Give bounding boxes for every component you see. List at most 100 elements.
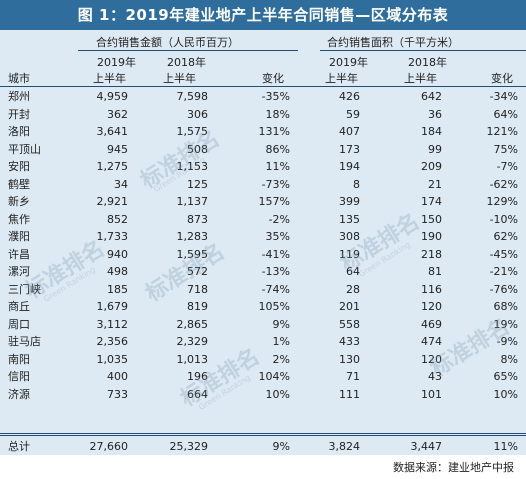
amount-change-cell: 105%: [258, 300, 290, 313]
amount-2018-cell: 2,865: [176, 317, 209, 331]
area-2018-cell: 43: [428, 370, 442, 383]
city-cell: 濮阳: [8, 230, 30, 243]
amount-change-header: 变化: [262, 72, 284, 85]
city-header: 城市: [8, 72, 30, 85]
area-2018-cell: 101: [421, 387, 442, 401]
amount-2019-cell: 2,921: [96, 195, 129, 208]
area-change-cell: 75%: [493, 142, 518, 156]
amount-2019-cell: 400: [107, 370, 128, 383]
amount-2019-cell: 185: [107, 282, 128, 296]
area-2019-cell: 130: [339, 352, 360, 366]
area-2019-cell: 558: [339, 317, 360, 331]
area-2019-cell: 135: [339, 212, 360, 226]
amount-2018-cell: 819: [187, 300, 208, 313]
area-change-cell: -45%: [489, 247, 518, 261]
city-cell: 济源: [8, 387, 30, 401]
amount-change-cell: 35%: [265, 230, 290, 243]
amount-change-cell: 157%: [258, 195, 290, 208]
area-2018-year: 2018年: [408, 56, 447, 69]
amount-change-cell: 11%: [265, 160, 290, 173]
table-row: 商丘 1,679 819 105% 201 120 68%: [0, 298, 526, 316]
table-row: 许昌 940 1,595 -41% 119 218 -45%: [0, 246, 526, 264]
area-change-cell: -9%: [496, 335, 518, 348]
amount-change-cell: 9%: [272, 317, 290, 331]
amount-group-header: 合约销售金额（人民币百万）: [96, 36, 239, 49]
amount-change-cell: -41%: [261, 247, 290, 261]
area-2019-cell: 71: [346, 370, 360, 383]
area-change-cell: -34%: [489, 90, 518, 103]
city-cell: 郑州: [8, 90, 30, 103]
area-2019-cell: 308: [339, 230, 360, 243]
city-cell: 平顶山: [8, 142, 41, 156]
amount-2019-half: 上半年: [93, 72, 126, 85]
area-2018-cell: 184: [421, 125, 442, 138]
area-2018-cell: 150: [421, 212, 442, 226]
amount-2019-cell: 945: [107, 142, 128, 156]
amount-2019-cell: 940: [107, 247, 128, 261]
total-amount-change: 9%: [272, 440, 290, 453]
city-cell: 安阳: [8, 160, 30, 173]
total-amount-2018: 25,329: [169, 440, 209, 453]
area-2018-cell: 174: [421, 195, 442, 208]
amount-2019-cell: 362: [107, 107, 128, 121]
amount-change-cell: -74%: [261, 282, 290, 296]
total-label: 总计: [8, 440, 30, 453]
area-group-rule: [320, 50, 526, 51]
area-change-cell: -21%: [489, 265, 518, 278]
area-2018-cell: 469: [421, 317, 442, 331]
area-change-cell: 65%: [493, 370, 518, 383]
amount-2018-cell: 7,598: [176, 90, 209, 103]
city-cell: 驻马店: [8, 335, 41, 348]
data-source-note: 数据来源：建业地产中报: [393, 461, 514, 474]
amount-change-cell: 86%: [265, 142, 290, 156]
city-cell: 三门峡: [8, 282, 41, 296]
city-cell: 开封: [8, 107, 30, 121]
area-change-cell: 68%: [493, 300, 518, 313]
amount-2018-year: 2018年: [167, 56, 206, 69]
amount-2019-cell: 1,733: [96, 230, 129, 243]
area-2019-year: 2019年: [329, 56, 368, 69]
amount-2019-cell: 3,112: [96, 317, 129, 331]
table-row: 洛阳 3,641 1,575 131% 407 184 121%: [0, 123, 526, 141]
amount-change-cell: -2%: [268, 212, 290, 226]
city-cell: 洛阳: [8, 125, 30, 138]
area-2019-cell: 111: [339, 387, 360, 401]
area-2019-cell: 407: [339, 125, 360, 138]
area-change-cell: 19%: [493, 317, 518, 331]
area-change-cell: 10%: [493, 387, 518, 401]
table-row: 鹤壁 34 125 -73% 8 21 -62%: [0, 176, 526, 194]
amount-2018-cell: 664: [187, 387, 208, 401]
amount-change-cell: -35%: [261, 90, 290, 103]
area-change-cell: -76%: [489, 282, 518, 296]
amount-2018-cell: 125: [187, 177, 208, 191]
amount-2018-cell: 572: [187, 265, 208, 278]
amount-2019-cell: 3,641: [96, 125, 129, 138]
amount-change-cell: 2%: [272, 352, 290, 366]
table-row: 开封 362 306 18% 59 36 64%: [0, 106, 526, 124]
area-2019-cell: 426: [339, 90, 360, 103]
total-area-change: 11%: [493, 440, 518, 453]
area-2019-cell: 28: [346, 282, 360, 296]
area-change-cell: -10%: [489, 212, 518, 226]
amount-2018-cell: 508: [187, 142, 208, 156]
area-change-cell: 64%: [493, 107, 518, 121]
area-2018-cell: 36: [428, 107, 442, 121]
area-group-header: 合约销售面积（千平方米）: [327, 36, 459, 49]
amount-2019-cell: 1,275: [96, 160, 129, 173]
area-2019-cell: 433: [339, 335, 360, 348]
amount-2018-cell: 1,575: [176, 125, 209, 138]
city-cell: 鹤壁: [8, 177, 30, 191]
area-2019-cell: 173: [339, 142, 360, 156]
amount-change-cell: 18%: [265, 107, 290, 121]
amount-2018-cell: 1,153: [176, 160, 209, 173]
amount-2018-cell: 1,137: [176, 195, 209, 208]
header-rule: [0, 86, 526, 87]
amount-2018-cell: 1,283: [176, 230, 209, 243]
amount-2018-cell: 2,329: [176, 335, 209, 348]
area-2018-cell: 116: [421, 282, 442, 296]
amount-2019-cell: 34: [114, 177, 128, 191]
amount-2019-cell: 852: [107, 212, 128, 226]
area-2018-cell: 218: [421, 247, 442, 261]
area-change-cell: 129%: [486, 195, 518, 208]
amount-2019-year: 2019年: [97, 56, 136, 69]
